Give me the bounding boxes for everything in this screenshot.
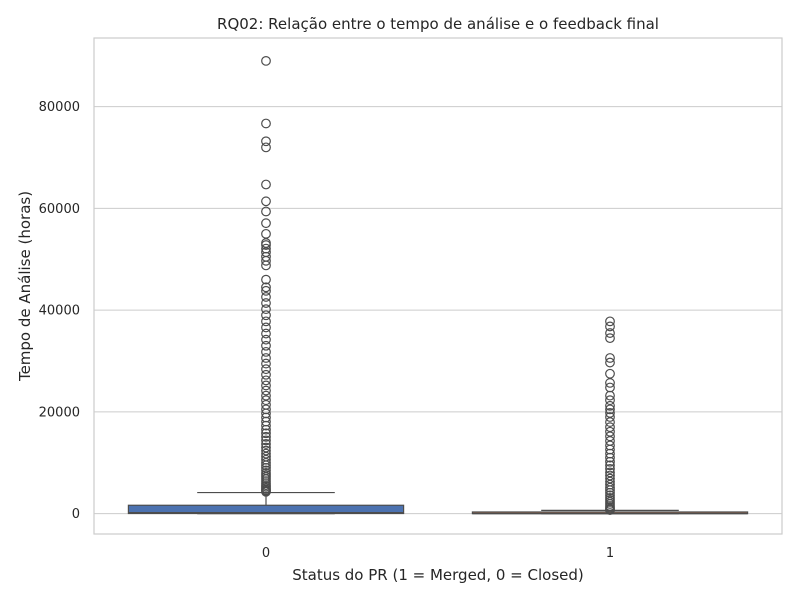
outlier-point (605, 333, 615, 344)
outlier-point (261, 228, 271, 239)
outlier-point (605, 422, 615, 433)
outlier-point (261, 196, 271, 207)
outlier-point (261, 340, 271, 351)
outlier-point (605, 470, 615, 481)
outlier-point (261, 142, 271, 153)
outlier-point (261, 243, 271, 254)
outlier-point (261, 380, 271, 391)
outlier-point (605, 467, 615, 478)
outlier-point (605, 473, 615, 484)
y-tick-label: 20000 (39, 405, 80, 420)
outlier-point (605, 357, 615, 368)
outlier-point (605, 382, 615, 393)
outlier-point (605, 353, 615, 363)
x-axis-label: Status do PR (1 = Merged, 0 = Closed) (292, 566, 584, 584)
outlier-point (261, 390, 271, 401)
box-group-0 (127, 55, 405, 515)
outlier-point (261, 328, 271, 339)
outlier-point (261, 385, 271, 396)
outlier-point (261, 395, 271, 406)
outlier-point (261, 364, 271, 375)
y-tick-label: 40000 (39, 304, 80, 319)
outlier-point (261, 136, 271, 147)
outlier-point (605, 316, 615, 327)
x-tick-label: 0 (262, 546, 270, 561)
outlier-point (261, 274, 271, 285)
outlier-point (605, 400, 615, 411)
plot-frame (93, 37, 783, 535)
outlier-point (605, 368, 615, 379)
outlier-point (605, 321, 615, 332)
outlier-point (605, 460, 615, 471)
outlier-point (261, 435, 271, 446)
outlier-point (605, 408, 615, 418)
outlier-point (261, 322, 271, 333)
outlier-point (261, 316, 271, 327)
outlier-point (261, 369, 271, 380)
y-tick-label: 80000 (39, 100, 80, 115)
outlier-point (605, 412, 615, 422)
outlier-point (261, 238, 271, 248)
outlier-point (261, 375, 271, 386)
outlier-point (605, 463, 615, 474)
outlier-point (261, 445, 271, 456)
outlier-point (261, 285, 271, 296)
outlier-point (605, 490, 615, 501)
outlier-point (261, 353, 271, 363)
y-axis-label: Tempo de Análise (horas) (16, 191, 34, 382)
y-tick-label: 0 (72, 507, 80, 522)
box-group-1 (471, 316, 749, 515)
outlier-point (261, 465, 271, 476)
outlier-point (605, 328, 615, 338)
iqr-box (127, 504, 405, 515)
outlier-point (261, 206, 271, 217)
outlier-point (261, 118, 271, 129)
tick-layer: 0 20000 40000 60000 80000 0 1 (39, 100, 615, 561)
outlier-point (261, 298, 271, 308)
outlier-point (605, 426, 615, 437)
grid-layer (94, 106, 782, 515)
outlier-point (261, 431, 271, 442)
outlier-point (261, 179, 271, 190)
chart-title: RQ02: Relação entre o tempo de análise e… (217, 15, 659, 33)
outlier-point (261, 439, 271, 449)
outlier-point (261, 304, 271, 315)
outlier-point (261, 218, 271, 229)
box-layer (127, 55, 749, 515)
outlier-point (261, 358, 271, 369)
y-tick-label: 60000 (39, 202, 80, 217)
outlier-point (261, 442, 271, 453)
outlier-point (261, 346, 271, 357)
outlier-point (261, 428, 271, 439)
outlier-point (605, 395, 615, 406)
outlier-point (605, 417, 615, 427)
outlier-point (261, 310, 271, 321)
outlier-point (261, 282, 271, 293)
outlier-point (261, 55, 271, 66)
outlier-point (261, 468, 271, 478)
x-tick-label: 1 (606, 546, 614, 561)
outlier-point (605, 492, 615, 503)
outlier-point (261, 448, 271, 459)
outlier-point (261, 292, 271, 302)
outlier-point (261, 334, 271, 345)
